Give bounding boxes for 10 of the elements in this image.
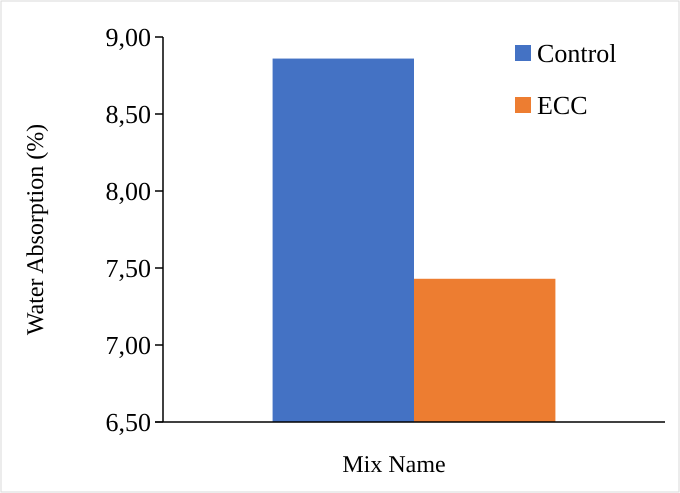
y-tick-label: 8,00 [106,177,151,206]
x-axis-title: Mix Name [342,452,446,478]
y-tick-label: 9,00 [106,23,151,52]
y-axis-title: Water Absorption (%) [23,124,49,336]
y-tick-label: 7,00 [106,331,151,360]
legend-label: Control [537,39,616,68]
legend-label: ECC [537,91,588,120]
y-tick-label: 7,50 [106,254,151,284]
y-tick-label: 8,50 [106,100,151,130]
y-tick-label: 6,50 [106,408,151,438]
